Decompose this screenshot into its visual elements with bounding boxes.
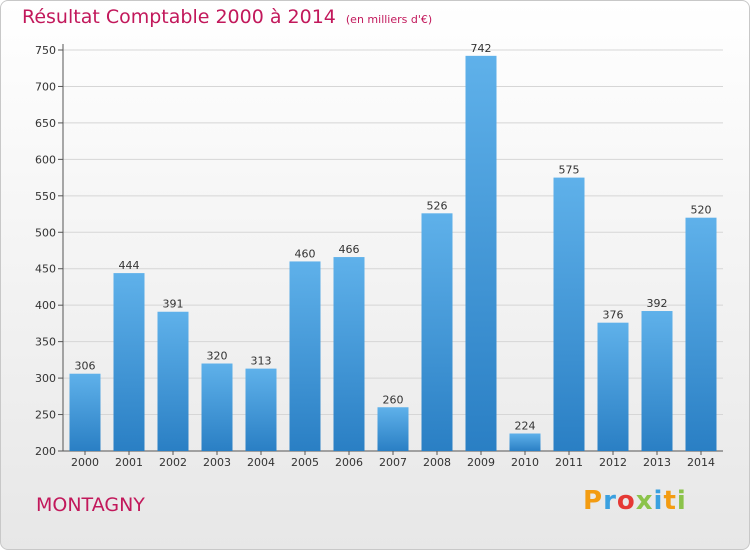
data-label: 224 xyxy=(515,420,536,433)
data-label: 444 xyxy=(119,259,140,272)
logo-letter: x xyxy=(635,486,654,516)
data-label: 742 xyxy=(471,42,492,55)
data-label: 575 xyxy=(559,164,580,177)
x-tick-label: 2008 xyxy=(423,456,451,469)
bar-2014 xyxy=(685,217,717,451)
y-tick-label: 550 xyxy=(35,190,56,203)
x-tick-label: 2001 xyxy=(115,456,143,469)
data-label: 391 xyxy=(163,298,184,311)
data-label: 526 xyxy=(427,199,448,212)
data-label: 466 xyxy=(339,243,360,256)
y-tick-label: 650 xyxy=(35,117,56,130)
chart-subtitle: (en milliers d'€) xyxy=(345,13,433,26)
bar-2004 xyxy=(245,368,277,451)
bar-2006 xyxy=(333,257,365,451)
bar-2009 xyxy=(465,55,497,451)
x-tick-label: 2003 xyxy=(203,456,231,469)
data-label: 460 xyxy=(295,247,316,260)
x-tick-label: 2005 xyxy=(291,456,319,469)
bar-2013 xyxy=(641,311,673,451)
y-tick-label: 350 xyxy=(35,336,56,349)
labels: 200 250 300 350 400 450 500 550 600 650 700 750 306 2… xyxy=(35,42,715,469)
data-label: 392 xyxy=(647,297,668,310)
logo-letter: P xyxy=(583,486,604,516)
logo-letter: i xyxy=(676,486,687,516)
bar-2005 xyxy=(289,261,321,451)
bar-2001 xyxy=(113,273,145,451)
x-tick-label: 2013 xyxy=(643,456,671,469)
y-tick-label: 250 xyxy=(35,409,56,422)
y-tick-label: 600 xyxy=(35,153,56,166)
logo-letter: t xyxy=(663,486,677,516)
bar-2008 xyxy=(421,213,453,451)
y-tick-label: 700 xyxy=(35,80,56,93)
bar-2002 xyxy=(157,311,189,451)
y-tick-label: 200 xyxy=(35,445,56,458)
y-tick-label: 500 xyxy=(35,226,56,239)
bar-2012 xyxy=(597,322,629,451)
x-tick-label: 2014 xyxy=(687,456,715,469)
x-tick-label: 2004 xyxy=(247,456,275,469)
x-tick-label: 2010 xyxy=(511,456,539,469)
x-tick-label: 2000 xyxy=(71,456,99,469)
x-tick-label: 2002 xyxy=(159,456,187,469)
data-label: 313 xyxy=(251,355,272,368)
bars xyxy=(69,55,717,451)
bar-2010 xyxy=(509,433,541,451)
bar-2003 xyxy=(201,363,233,451)
bar-2007 xyxy=(377,407,409,451)
x-tick-label: 2012 xyxy=(599,456,627,469)
y-tick-label: 450 xyxy=(35,263,56,276)
logo-letter: r xyxy=(603,486,617,516)
logo-letter: i xyxy=(653,486,664,516)
data-label: 520 xyxy=(691,204,712,217)
x-tick-label: 2011 xyxy=(555,456,583,469)
y-tick-label: 400 xyxy=(35,299,56,312)
data-label: 306 xyxy=(75,360,96,373)
chart-title: Résultat Comptable 2000 à 2014 (en millie… xyxy=(22,6,432,28)
logo-letter: o xyxy=(616,486,636,516)
bar-2000 xyxy=(69,373,101,451)
bar-2011 xyxy=(553,177,585,451)
proxiti-logo: Proxiti xyxy=(583,486,687,516)
town-name: MONTAGNY xyxy=(36,494,145,516)
x-tick-label: 2006 xyxy=(335,456,363,469)
data-label: 260 xyxy=(383,393,404,406)
y-tick-label: 300 xyxy=(35,372,56,385)
data-label: 320 xyxy=(207,350,228,363)
chart-title-text: Résultat Comptable 2000 à 2014 xyxy=(22,6,336,28)
y-tick-label: 750 xyxy=(35,44,56,57)
x-tick-label: 2007 xyxy=(379,456,407,469)
x-tick-label: 2009 xyxy=(467,456,495,469)
grid-lines xyxy=(63,49,723,416)
data-label: 376 xyxy=(603,309,624,322)
